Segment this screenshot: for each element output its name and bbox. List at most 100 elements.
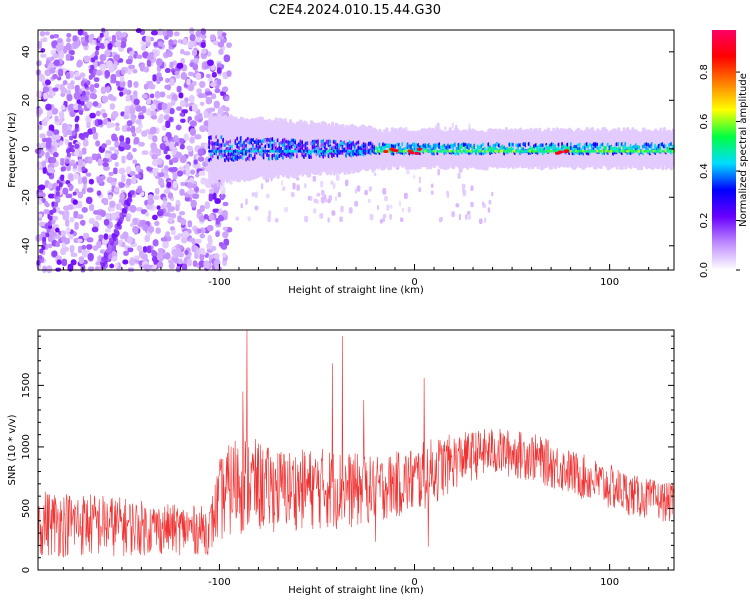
colorbar: 0.0 0.2 0.4 0.6 0.8 Normalized spectral ampl… [699, 30, 749, 278]
spectrogram-cell [39, 31, 46, 37]
spectrogram-cell [213, 259, 221, 267]
spectrogram-cell [188, 71, 194, 76]
spectrogram-cell [157, 247, 164, 253]
spectrogram-cell [60, 230, 67, 237]
spectrogram-cell [208, 107, 216, 112]
spectrogram-cell [96, 176, 104, 184]
spectrogram-cell [91, 226, 99, 233]
spectrogram-cell [316, 192, 321, 197]
spectrogram-cell [158, 177, 164, 186]
spectrogram-cell [164, 84, 172, 90]
spectrogram-cell [200, 177, 207, 185]
spectrogram-cell [147, 225, 155, 233]
spectrogram-cell [157, 251, 164, 259]
spectrogram-cell [56, 185, 61, 191]
spectrogram-cell [77, 191, 84, 199]
spectrogram-cell [189, 169, 196, 175]
spectrogram-cell [221, 86, 229, 93]
spectrogram-y-tick-label: 40 [21, 45, 32, 58]
spectrogram-cell [254, 191, 258, 199]
spectrogram-cell [38, 255, 43, 261]
spectrogram-cell [81, 41, 89, 47]
spectrogram-cell [470, 185, 474, 192]
spectrogram-cell [399, 200, 402, 207]
spectrogram-cell [166, 50, 173, 58]
spectrogram-cell [44, 79, 51, 86]
snr-x-label: Height of straight line (km) [288, 585, 424, 596]
spectrogram-cell [174, 31, 180, 37]
spectrogram-cell [179, 211, 186, 216]
spectrogram-cell [45, 232, 50, 238]
spectrogram-cell [53, 59, 60, 67]
spectrogram-y-ticks: -40 -20 0 20 40 [21, 45, 674, 254]
spectrogram-cell [165, 145, 170, 152]
spectrogram-cell [184, 196, 190, 202]
spectrogram-cell [99, 54, 107, 62]
spectrogram-cell [356, 185, 361, 192]
spectrogram-cell [208, 76, 214, 83]
spectrogram-cell [221, 38, 227, 43]
spectrogram-cell [465, 214, 468, 220]
spectrogram-cell [187, 220, 193, 228]
spectrogram-cell [212, 208, 220, 213]
spectrogram-cell [95, 45, 100, 51]
spectrogram-cell [129, 204, 137, 213]
spectrogram-cell [245, 198, 248, 205]
spectrogram-cell [180, 58, 185, 65]
spectrogram-cell [54, 201, 59, 207]
spectrogram-cell [54, 134, 61, 140]
spectrogram-cell [120, 69, 126, 75]
spectrogram-cell [150, 103, 157, 111]
spectrogram-cell [43, 92, 48, 100]
spectrogram-cell [373, 172, 377, 177]
spectrogram-cell [144, 129, 151, 134]
spectrogram-cell [72, 35, 78, 43]
spectrogram-cell [170, 212, 177, 219]
spectrogram-cell [91, 153, 98, 161]
spectrogram-cell [89, 203, 95, 212]
spectrogram-cell [214, 198, 221, 204]
spectrogram-cell [313, 198, 318, 204]
spectrogram-cell [200, 34, 207, 39]
spectrogram-cell [65, 130, 73, 135]
spectrogram-cell [65, 53, 71, 61]
spectrogram-cell [60, 174, 65, 180]
spectrogram-cell [168, 167, 175, 172]
spectrogram-cell [319, 213, 324, 219]
spectrogram-cell [340, 205, 344, 213]
spectrogram-cell [254, 205, 259, 211]
spectrogram-cell [211, 93, 217, 100]
spectrogram-cell [159, 142, 167, 151]
spectrogram-cell [53, 129, 60, 136]
spectrogram-cell [79, 72, 86, 78]
spectrogram-cell [86, 120, 91, 129]
spectrogram-cell [182, 230, 190, 238]
spectrogram-cell [189, 120, 197, 127]
spectrogram-panel: -40 -20 0 20 40 -100 0 100 Height of straight … [7, 27, 675, 296]
spectrogram-cell [114, 126, 121, 132]
spectrogram-cell [201, 48, 207, 55]
spectrogram-cell [75, 115, 80, 121]
spectrogram-cell [99, 63, 107, 70]
spectrogram-cell [165, 120, 171, 129]
spectrogram-cell [101, 237, 108, 246]
spectrogram-cell [260, 183, 264, 190]
spectrogram-cell [168, 116, 174, 123]
spectrogram-cell [166, 102, 173, 109]
spectrogram-cell [154, 220, 160, 227]
spectrogram-cell [126, 120, 133, 127]
spectrogram-cell [82, 31, 88, 37]
spectrogram-cell [219, 208, 222, 213]
spectrogram-cell [478, 218, 483, 225]
spectrogram-cell [45, 103, 52, 111]
spectrogram-cell [180, 72, 187, 80]
spectrogram-cell [149, 51, 154, 57]
spectrogram-cell [72, 191, 77, 196]
spectrogram-cell [386, 204, 390, 211]
spectrogram-cell [195, 72, 202, 81]
spectrogram-cell [99, 209, 106, 218]
spectrogram-cell [135, 188, 143, 194]
snr-y-tick-label: 1500 [21, 373, 32, 398]
spectrogram-cell [111, 256, 118, 262]
